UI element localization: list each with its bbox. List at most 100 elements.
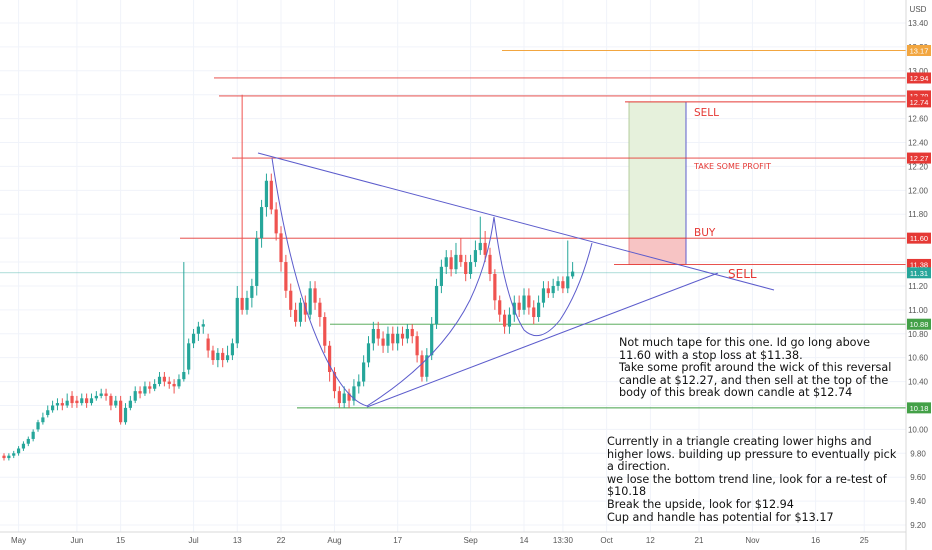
candle-52 (255, 230, 259, 296)
candle-body-4 (21, 443, 26, 449)
lower-trendline (366, 272, 719, 408)
candle-21 (104, 388, 108, 401)
candle-22 (109, 393, 113, 411)
candle-32 (157, 372, 162, 387)
candle-117 (571, 262, 575, 279)
candle-body-75 (366, 343, 371, 363)
candle-13 (65, 393, 69, 408)
candle-14 (70, 391, 74, 408)
candle-18 (89, 393, 94, 406)
candle-body-51 (250, 285, 254, 298)
candle-body-109 (532, 307, 536, 318)
candle-body-89 (434, 285, 439, 325)
x-tick-label-14: Nov (745, 536, 759, 545)
candle-body-114 (556, 281, 560, 286)
candle-101 (493, 269, 497, 310)
y-tick-label-19: 13.00 (908, 67, 929, 76)
price-tag-4: 12.27 (907, 152, 931, 164)
candle-body-77 (376, 328, 380, 339)
price-tag-label-3: 12.74 (910, 98, 929, 107)
candle-97 (473, 240, 478, 267)
candle-96 (468, 254, 473, 279)
candle-body-66 (323, 317, 327, 346)
candle-body-64 (313, 288, 317, 303)
candle-23 (114, 395, 118, 408)
label-take-profit: TAKE SOME PROFIT (693, 162, 771, 171)
candle-60 (294, 302, 298, 327)
candle-104 (507, 307, 512, 334)
candle-body-73 (357, 381, 361, 387)
candle-body-74 (362, 362, 366, 382)
candle-body-44 (216, 352, 220, 361)
y-tick-label-14: 12.00 (908, 186, 929, 195)
candle-body-20 (99, 393, 103, 396)
candle-83 (405, 324, 409, 344)
candle-body-7 (36, 422, 40, 430)
candle-45 (221, 348, 225, 368)
candle-9 (46, 405, 50, 418)
price-tag-label-9: 10.18 (910, 404, 929, 413)
price-tag-label-5: 11.60 (910, 234, 928, 243)
candle-body-101 (493, 274, 497, 301)
candle-body-111 (541, 288, 546, 303)
candle-115 (561, 276, 565, 294)
candle-body-70 (342, 393, 346, 404)
candle-body-95 (464, 262, 468, 274)
candle-37 (182, 262, 186, 382)
y-tick-label-10: 11.20 (908, 282, 928, 291)
upper-trendline (257, 152, 775, 291)
candle-108 (527, 288, 531, 315)
candle-body-63 (308, 288, 312, 315)
candle-2 (12, 450, 16, 459)
analysis-note-1: Not much tape for this one. Id go long a… (619, 336, 892, 400)
candle-6 (31, 429, 35, 442)
candle-body-6 (31, 431, 35, 439)
y-tick-label-2: 9.60 (910, 473, 926, 482)
position-labels: SELL TAKE SOME PROFIT BUY SELL (693, 107, 771, 281)
candle-body-22 (109, 395, 113, 406)
candle-body-91 (444, 257, 448, 267)
price-tag-label-8: 10.88 (910, 320, 929, 329)
candle-body-50 (245, 297, 249, 310)
candle-54 (264, 173, 269, 217)
candle-body-54 (264, 180, 269, 208)
horizontal-levels (0, 50, 906, 409)
candle-98 (478, 216, 482, 255)
price-tag-bg-9 (907, 402, 931, 414)
price-tag-bg-2 (907, 90, 931, 102)
candle-body-30 (148, 386, 152, 389)
price-tag-9: 10.18 (907, 402, 931, 414)
candle-30 (148, 381, 152, 394)
candle-body-98 (478, 242, 482, 251)
candle-88 (430, 317, 434, 361)
candle-body-47 (230, 343, 235, 356)
candle-body-80 (391, 333, 395, 344)
candle-20 (99, 388, 103, 399)
candle-body-81 (396, 333, 400, 344)
candle-61 (298, 297, 303, 327)
candle-body-43 (211, 350, 215, 361)
x-tick-label-10: 13:30 (553, 536, 574, 545)
candle-body-23 (114, 400, 118, 406)
candle-body-10 (51, 405, 55, 411)
candle-body-31 (153, 383, 157, 389)
candle-body-107 (522, 295, 526, 310)
profit-zone (628, 101, 687, 239)
candle-51 (250, 278, 254, 308)
time-axis-ticks[interactable]: May Jun 15 Jul 13 22 Aug 17 Sep 14 13:30 Oct 12 21 Nov… (11, 536, 869, 545)
candle-15 (75, 395, 79, 408)
candle-38 (187, 338, 191, 375)
candle-55 (269, 173, 273, 215)
price-tags: 13.1712.9412.7912.7412.2711.6011.3811.31… (907, 44, 931, 414)
candle-body-15 (75, 400, 79, 404)
candle-64 (313, 281, 317, 310)
candle-body-46 (225, 355, 230, 361)
y-tick-label-4: 10.00 (908, 425, 929, 434)
x-tick-label-5: 22 (277, 536, 286, 545)
candle-body-99 (483, 242, 487, 255)
candle-body-82 (400, 333, 405, 339)
candle-112 (546, 281, 550, 298)
candle-body-55 (269, 180, 273, 210)
